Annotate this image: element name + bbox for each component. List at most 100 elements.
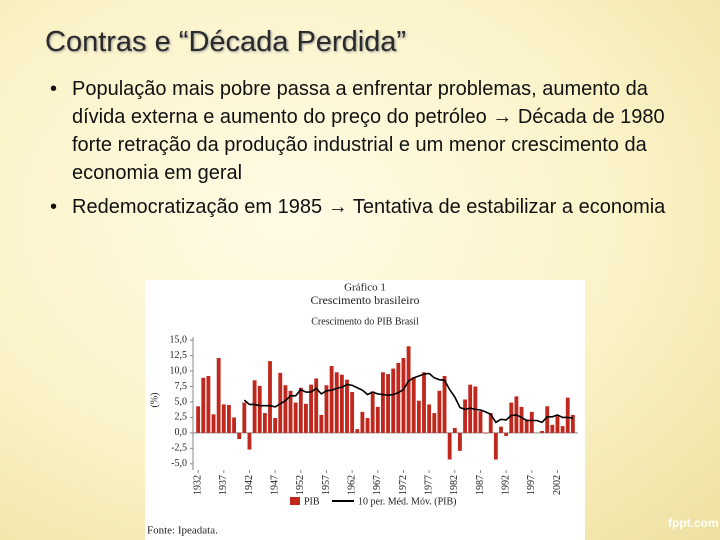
x-tick-label: 1982 <box>449 475 460 495</box>
legend-swatch <box>290 497 300 505</box>
slide-title: Contras e “Década Perdida” <box>45 26 407 58</box>
bar <box>411 377 416 433</box>
bar <box>268 361 272 433</box>
bar <box>432 413 437 433</box>
bar <box>437 390 442 433</box>
bar <box>555 416 560 433</box>
bar <box>427 404 432 433</box>
chart-title: Gráfico 1 <box>344 282 386 294</box>
bar <box>201 377 206 433</box>
plot-title: Crescimento do PIB Brasil <box>311 316 419 327</box>
bar <box>442 375 447 433</box>
bar <box>452 427 457 433</box>
bar <box>524 419 529 433</box>
bar <box>242 402 247 433</box>
bar <box>273 418 278 433</box>
bar <box>319 414 324 433</box>
bar <box>365 418 370 433</box>
moving-average-line <box>243 372 573 424</box>
bar <box>565 397 570 433</box>
bar <box>262 413 267 433</box>
x-tick-label: 1992 <box>500 475 511 495</box>
y-tick-label: -5,0 <box>171 458 187 469</box>
bar <box>499 426 503 433</box>
watermark: fppt.com <box>668 516 719 530</box>
y-axis-label: (%) <box>149 393 160 408</box>
bar <box>493 432 498 460</box>
bar <box>237 432 242 440</box>
bar <box>396 362 401 433</box>
x-tick-label: 1967 <box>372 475 383 495</box>
bar <box>416 400 421 433</box>
bar <box>519 406 524 433</box>
bar <box>463 399 467 433</box>
bullet: Redemocratização em 1985 → Tentativa de … <box>50 193 690 221</box>
bar <box>360 411 365 433</box>
y-tick-label: 2,5 <box>175 412 188 423</box>
y-tick-label: 12,5 <box>170 350 188 361</box>
x-tick-label: 1997 <box>526 475 537 495</box>
bar <box>329 366 334 433</box>
x-tick-label: 1977 <box>423 475 434 495</box>
bar <box>232 417 236 433</box>
bar <box>324 385 329 433</box>
bar <box>550 424 555 433</box>
y-tick-label: 5,0 <box>175 396 188 407</box>
bar <box>283 385 288 433</box>
bar <box>216 358 221 433</box>
y-tick-label: 7,5 <box>175 381 188 392</box>
bar <box>483 432 488 434</box>
x-tick-label: 1947 <box>269 475 280 495</box>
x-tick-label: 1952 <box>295 475 306 495</box>
bar <box>488 413 493 433</box>
bar <box>406 346 411 433</box>
bar <box>458 432 462 451</box>
bar <box>293 402 298 433</box>
bar <box>309 384 313 433</box>
chart: Gráfico 1 Crescimento brasileiro Crescim… <box>145 280 585 540</box>
bar <box>196 406 201 433</box>
bar <box>509 402 514 433</box>
bar <box>339 374 344 433</box>
y-tick-label: 15,0 <box>170 334 188 345</box>
bar <box>386 374 390 433</box>
bullet: População mais pobre passa a enfrentar p… <box>50 75 690 187</box>
bar <box>345 379 349 433</box>
bar <box>381 372 385 433</box>
bar <box>447 432 452 460</box>
x-tick-label: 1937 <box>218 475 229 495</box>
bar <box>227 405 231 433</box>
x-tick-label: 2002 <box>552 475 563 495</box>
bar <box>375 406 380 433</box>
bar <box>350 392 355 433</box>
bar <box>257 385 262 433</box>
x-tick-label: 1972 <box>398 475 409 495</box>
bar <box>221 404 226 433</box>
bar <box>247 432 252 450</box>
bar <box>540 431 544 433</box>
legend-label: PIB <box>304 496 320 507</box>
source: Fonte: Ipeadata. <box>147 525 218 537</box>
bar <box>560 426 565 433</box>
y-tick-label: 10,0 <box>170 365 188 376</box>
bar <box>504 432 509 436</box>
bar <box>288 390 293 433</box>
x-tick-label: 1962 <box>346 475 357 495</box>
bar <box>401 358 406 433</box>
y-tick-label: 0,0 <box>175 427 188 438</box>
bar <box>478 411 483 433</box>
bar <box>304 403 308 433</box>
bar <box>211 414 216 433</box>
x-tick-label: 1942 <box>244 475 255 495</box>
bar <box>314 378 319 433</box>
bar <box>355 429 360 433</box>
bar <box>529 411 534 433</box>
bar <box>252 380 257 433</box>
bar <box>370 391 375 433</box>
y-tick-label: -2,5 <box>171 443 187 454</box>
bar <box>570 414 575 433</box>
x-tick-label: 1932 <box>192 475 203 495</box>
bar <box>298 387 303 433</box>
legend-label: 10 per. Méd. Móv. (PIB) <box>358 496 457 507</box>
